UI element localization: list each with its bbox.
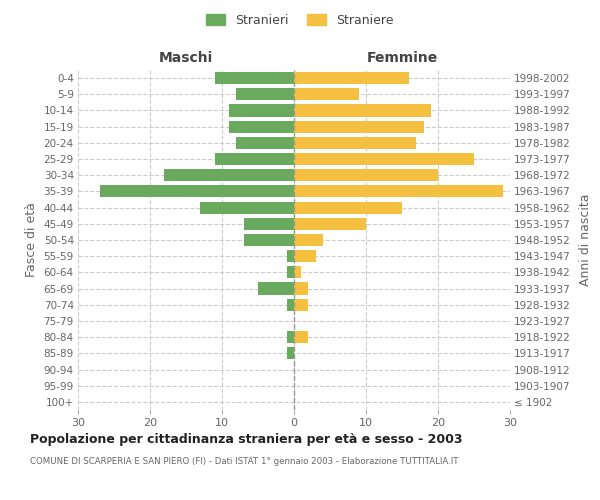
Bar bbox=[236, 88, 294, 101]
Bar bbox=[294, 186, 503, 198]
Bar bbox=[294, 153, 474, 165]
Bar bbox=[215, 153, 294, 165]
Bar bbox=[294, 137, 416, 149]
Bar bbox=[294, 104, 431, 117]
Bar bbox=[294, 266, 301, 278]
Bar bbox=[229, 120, 294, 132]
Bar bbox=[287, 298, 294, 311]
Bar bbox=[215, 72, 294, 84]
Y-axis label: Anni di nascita: Anni di nascita bbox=[579, 194, 592, 286]
Bar bbox=[229, 104, 294, 117]
Text: COMUNE DI SCARPERIA E SAN PIERO (FI) - Dati ISTAT 1° gennaio 2003 - Elaborazione: COMUNE DI SCARPERIA E SAN PIERO (FI) - D… bbox=[30, 458, 458, 466]
Bar bbox=[200, 202, 294, 213]
Bar bbox=[294, 88, 359, 101]
Bar bbox=[100, 186, 294, 198]
Text: Popolazione per cittadinanza straniera per età e sesso - 2003: Popolazione per cittadinanza straniera p… bbox=[30, 432, 463, 446]
Legend: Stranieri, Straniere: Stranieri, Straniere bbox=[202, 8, 398, 32]
Bar bbox=[287, 348, 294, 360]
Bar bbox=[294, 202, 402, 213]
Bar bbox=[294, 331, 308, 343]
Bar bbox=[294, 234, 323, 246]
Bar bbox=[287, 266, 294, 278]
Bar bbox=[294, 218, 366, 230]
Bar bbox=[294, 298, 308, 311]
Text: Femmine: Femmine bbox=[367, 51, 437, 65]
Bar bbox=[294, 169, 438, 181]
Bar bbox=[244, 234, 294, 246]
Bar bbox=[294, 120, 424, 132]
Bar bbox=[258, 282, 294, 294]
Bar bbox=[287, 250, 294, 262]
Bar bbox=[294, 282, 308, 294]
Y-axis label: Fasce di età: Fasce di età bbox=[25, 202, 38, 278]
Bar bbox=[294, 250, 316, 262]
Bar bbox=[294, 72, 409, 84]
Bar bbox=[164, 169, 294, 181]
Bar bbox=[287, 331, 294, 343]
Bar bbox=[236, 137, 294, 149]
Bar bbox=[244, 218, 294, 230]
Text: Maschi: Maschi bbox=[159, 51, 213, 65]
